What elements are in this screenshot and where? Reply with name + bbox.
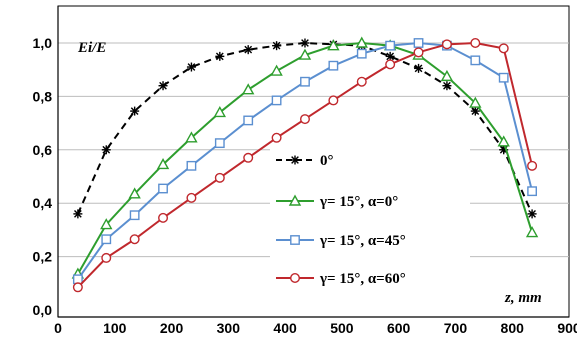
legend-label: γ= 15°, α=60°	[319, 271, 406, 287]
data-point	[328, 60, 339, 71]
data-point	[215, 51, 225, 61]
data-point	[72, 282, 83, 293]
data-point	[527, 186, 537, 197]
data-point	[156, 158, 170, 170]
data-point	[327, 39, 340, 51]
data-point	[385, 51, 395, 61]
x-tick-label: 700	[444, 320, 468, 336]
data-point	[272, 41, 282, 51]
x-tick-label: 100	[103, 320, 127, 336]
x-tick-label: 400	[273, 320, 297, 336]
x-tick-label: 600	[387, 320, 411, 336]
data-point	[441, 39, 452, 50]
data-point	[300, 38, 310, 48]
data-point	[100, 218, 113, 230]
y-tick-label: 0,4	[33, 195, 53, 211]
data-point	[186, 160, 197, 171]
data-point	[299, 114, 310, 125]
data-point	[385, 59, 396, 70]
data-point	[72, 274, 83, 285]
data-point	[186, 62, 196, 72]
y-tick-label: 0,2	[33, 249, 53, 265]
legend-label: γ= 15°, α=0°	[319, 194, 398, 210]
data-point	[440, 69, 454, 82]
data-point	[128, 187, 141, 199]
data-point	[214, 172, 225, 183]
data-point	[101, 234, 112, 245]
y-tick-label: 0,8	[33, 88, 53, 104]
legend-marker	[290, 155, 300, 165]
data-point	[328, 95, 339, 106]
legend-item: γ= 15°, α=60°	[276, 271, 406, 287]
data-point	[186, 192, 197, 203]
legend: 0° γ= 15°, α=0° γ= 15°, α=45° γ= 15°, α=60°	[270, 146, 470, 294]
data-point	[243, 45, 253, 55]
data-point	[271, 95, 282, 106]
legend-item: 0°	[276, 153, 334, 169]
data-point	[413, 38, 424, 48]
x-tick-label: 900	[557, 320, 577, 336]
data-point	[185, 131, 198, 143]
data-point	[470, 55, 481, 66]
data-point	[470, 106, 480, 116]
data-point	[355, 36, 368, 48]
data-point	[498, 72, 509, 83]
x-tick-label: 500	[330, 320, 354, 336]
x-tick-label: 800	[501, 320, 525, 336]
legend-label: γ= 15°, α=45°	[319, 233, 406, 249]
data-point	[73, 209, 83, 219]
data-point	[356, 48, 367, 59]
data-point	[527, 160, 538, 171]
ticks: 0,0 0,2 0,4 0,6 0,8 1,0 0 100 200 300 400 500 600 700…	[33, 35, 577, 336]
data-point	[101, 252, 112, 263]
data-point	[356, 76, 367, 87]
data-point	[469, 96, 482, 108]
x-axis-label: z, mm	[504, 290, 542, 306]
x-tick-label: 300	[217, 320, 241, 336]
data-point	[130, 106, 140, 116]
series-0	[73, 38, 537, 219]
data-point	[213, 105, 227, 118]
data-point	[243, 115, 254, 126]
data-point	[101, 145, 111, 155]
data-point	[243, 152, 254, 163]
data-point	[385, 40, 396, 51]
series-3	[72, 38, 538, 293]
y-tick-label: 1,0	[33, 35, 53, 51]
data-point	[158, 81, 168, 91]
data-point	[525, 226, 539, 238]
legend-item: γ= 15°, α=0°	[276, 194, 398, 210]
y-axis-label: Ei/E	[77, 40, 106, 56]
legend-marker	[288, 194, 302, 206]
data-point	[497, 135, 510, 147]
data-point	[414, 63, 424, 73]
data-point	[214, 138, 225, 149]
legend-marker	[290, 235, 300, 245]
data-point	[158, 212, 169, 223]
y-tick-label: 0,6	[33, 142, 53, 158]
series-layer	[71, 36, 539, 293]
data-point	[470, 38, 481, 49]
data-point	[270, 64, 283, 76]
legend-label: 0°	[320, 153, 334, 169]
legend-item: γ= 15°, α=45°	[276, 233, 406, 249]
data-point	[129, 234, 140, 245]
x-tick-label: 200	[160, 320, 184, 336]
data-point	[242, 83, 255, 95]
data-point	[129, 210, 140, 221]
series-2	[72, 38, 537, 285]
x-tick-label: 0	[54, 320, 62, 336]
data-point	[527, 209, 537, 219]
data-point	[298, 48, 312, 60]
data-point	[498, 43, 509, 54]
data-point	[442, 81, 452, 91]
legend-box	[270, 146, 470, 294]
y-tick-label: 0,0	[33, 302, 53, 318]
legend-marker	[290, 273, 301, 284]
data-point	[300, 76, 310, 87]
data-point	[158, 183, 168, 194]
data-point	[271, 132, 282, 143]
data-point	[413, 47, 424, 58]
